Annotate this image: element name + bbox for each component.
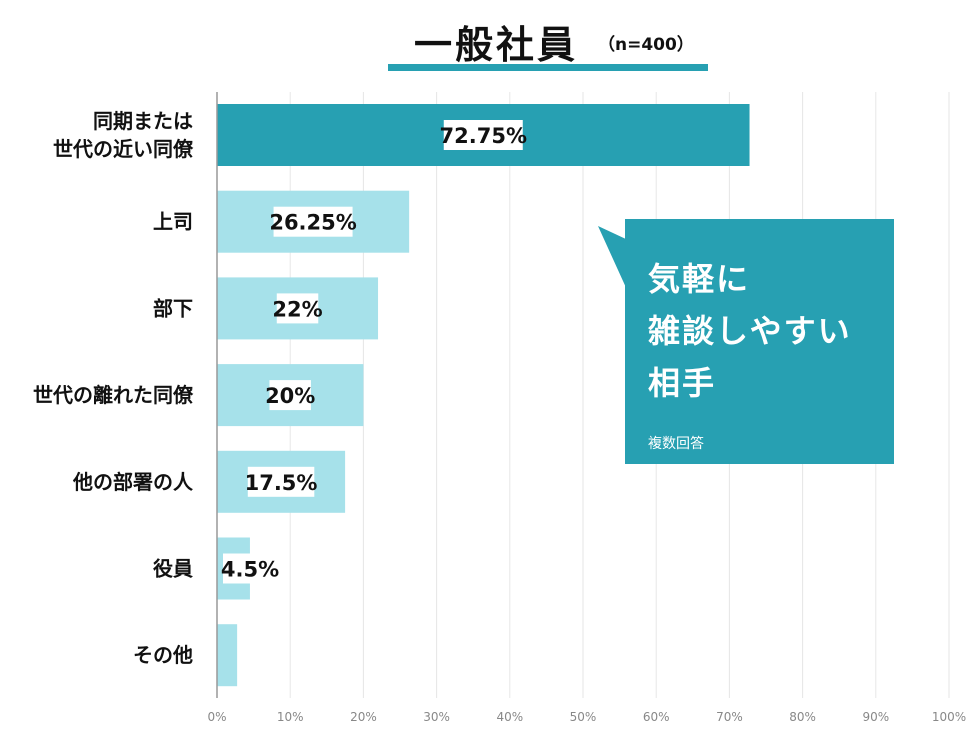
- data-label: 22%: [272, 297, 322, 321]
- data-label-bg: [276, 293, 319, 324]
- data-label-bg: [223, 553, 277, 584]
- bar: [217, 624, 238, 687]
- data-label-bg: [273, 206, 353, 237]
- data-label: 72.75%: [440, 124, 527, 148]
- callout-note: 複数回答: [648, 436, 704, 452]
- category-label: 同期または: [93, 109, 193, 133]
- x-tick-label: 80%: [789, 710, 816, 724]
- callout-tail: [598, 226, 628, 292]
- category-label: 部下: [153, 296, 193, 320]
- x-tick-label: 40%: [496, 710, 523, 724]
- category-label: 上司: [153, 210, 193, 234]
- chart-title: 一般社員 （n=400）: [388, 8, 708, 72]
- x-tick-label: 70%: [716, 710, 743, 724]
- category-label: その他: [133, 643, 193, 667]
- data-label-bg: [269, 380, 311, 411]
- callout-line: 雑談しやすい: [648, 312, 852, 350]
- x-tick-label: 20%: [350, 710, 377, 724]
- x-tick-label: 50%: [570, 710, 597, 724]
- category-label: 役員: [153, 557, 193, 581]
- title-sample-size: （n=400）: [598, 35, 694, 55]
- data-label-bg: [247, 466, 315, 497]
- x-tick-label: 30%: [423, 710, 450, 724]
- data-label: 4.5%: [221, 558, 279, 582]
- x-tick-label: 90%: [862, 710, 889, 724]
- x-tick-label: 10%: [277, 710, 304, 724]
- category-label: 世代の離れた同僚: [33, 383, 194, 407]
- category-label: 他の部署の人: [72, 470, 194, 494]
- title-main: 一般社員: [414, 23, 579, 67]
- x-tick-label: 60%: [643, 710, 670, 724]
- data-label: 17.5%: [245, 471, 318, 495]
- callout-line: 相手: [648, 364, 717, 402]
- x-tick-label: 0%: [207, 710, 226, 724]
- x-tick-label: 100%: [932, 710, 966, 724]
- callout-line: 気軽に: [648, 260, 751, 298]
- data-label: 26.25%: [269, 211, 356, 235]
- callout-box: 気軽に 雑談しやすい 相手 複数回答: [625, 219, 894, 464]
- category-label: 世代の近い同僚: [53, 137, 194, 161]
- data-label: 20%: [265, 384, 315, 408]
- title-underline: [388, 64, 708, 71]
- callout-heading: 気軽に 雑談しやすい 相手: [648, 253, 852, 409]
- data-label-bg: [443, 120, 523, 150]
